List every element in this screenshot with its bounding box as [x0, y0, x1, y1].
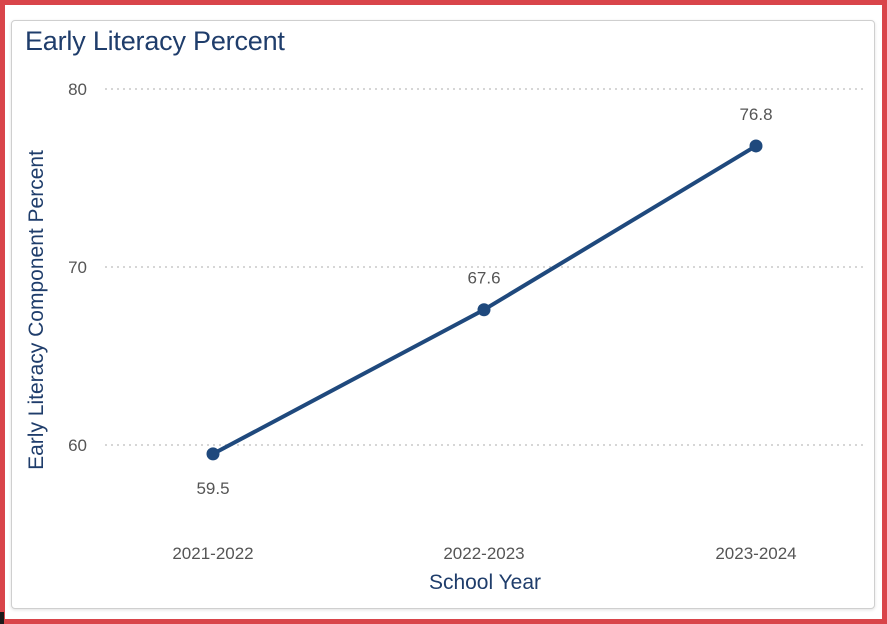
y-axis-title: Early Literacy Component Percent [25, 150, 48, 470]
x-axis-title: School Year [429, 571, 541, 594]
data-label: 59.5 [196, 479, 229, 498]
y-tick-label: 80 [68, 80, 87, 99]
x-tick-label: 2023-2024 [715, 544, 796, 563]
x-axis-ticks: 2021-2022 2022-2023 2023-2024 [172, 544, 796, 563]
chart-panel [11, 20, 875, 609]
corner-mark [0, 612, 4, 624]
y-tick-label: 70 [68, 258, 87, 277]
chart-title: Early Literacy Percent [25, 26, 285, 56]
x-tick-label: 2022-2023 [443, 544, 524, 563]
data-point[interactable] [206, 447, 220, 461]
data-point[interactable] [749, 139, 763, 153]
series [206, 139, 763, 461]
data-labels: 59.5 67.6 76.8 [196, 105, 772, 498]
data-label: 67.6 [467, 269, 500, 288]
data-label: 76.8 [739, 105, 772, 124]
y-tick-label: 60 [68, 436, 87, 455]
x-tick-label: 2021-2022 [172, 544, 253, 563]
y-axis-ticks: 60 70 80 [68, 80, 87, 455]
series-line [211, 143, 758, 456]
data-point[interactable] [477, 303, 491, 317]
